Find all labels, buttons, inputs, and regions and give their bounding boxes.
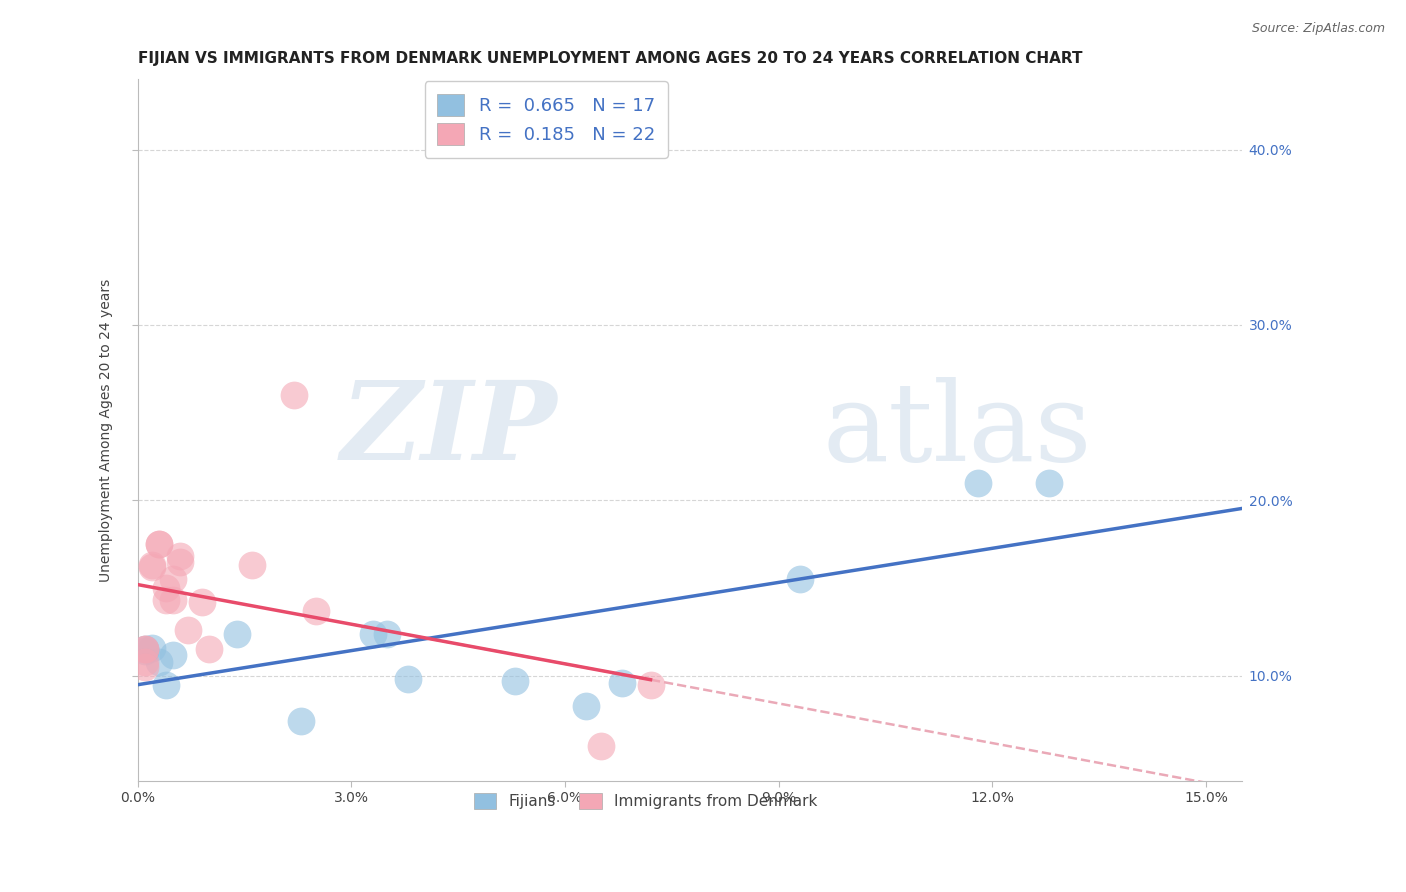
Point — [198, 642, 221, 657]
Point — [575, 698, 598, 713]
Point — [134, 660, 156, 674]
Point — [396, 672, 419, 686]
Point — [134, 655, 156, 669]
Point — [134, 642, 156, 657]
Point — [148, 537, 170, 551]
Point — [375, 626, 398, 640]
Point — [162, 648, 184, 662]
Point — [134, 642, 156, 657]
Point — [361, 626, 384, 640]
Point — [305, 604, 328, 618]
Point — [226, 626, 249, 640]
Point — [169, 555, 191, 569]
Point — [155, 581, 177, 595]
Point — [610, 675, 633, 690]
Point — [148, 537, 170, 551]
Point — [503, 673, 526, 688]
Point — [789, 572, 811, 586]
Point — [141, 558, 163, 573]
Point — [134, 644, 156, 658]
Point — [134, 642, 156, 657]
Point — [290, 714, 312, 729]
Text: ZIP: ZIP — [340, 376, 557, 484]
Point — [1038, 475, 1060, 490]
Point — [283, 388, 305, 402]
Point — [240, 558, 263, 573]
Point — [141, 640, 163, 655]
Point — [640, 677, 662, 691]
Point — [155, 677, 177, 691]
Point — [967, 475, 990, 490]
Point — [589, 739, 612, 753]
Point — [155, 593, 177, 607]
Point — [191, 595, 214, 609]
Point — [162, 572, 184, 586]
Point — [162, 593, 184, 607]
Text: FIJIAN VS IMMIGRANTS FROM DENMARK UNEMPLOYMENT AMONG AGES 20 TO 24 YEARS CORRELA: FIJIAN VS IMMIGRANTS FROM DENMARK UNEMPL… — [138, 51, 1083, 66]
Text: Source: ZipAtlas.com: Source: ZipAtlas.com — [1251, 22, 1385, 36]
Point — [141, 560, 163, 574]
Point — [169, 549, 191, 564]
Legend: Fijians, Immigrants from Denmark: Fijians, Immigrants from Denmark — [467, 788, 824, 815]
Y-axis label: Unemployment Among Ages 20 to 24 years: Unemployment Among Ages 20 to 24 years — [100, 278, 114, 582]
Text: atlas: atlas — [823, 376, 1092, 483]
Point — [148, 655, 170, 669]
Point — [176, 623, 198, 637]
